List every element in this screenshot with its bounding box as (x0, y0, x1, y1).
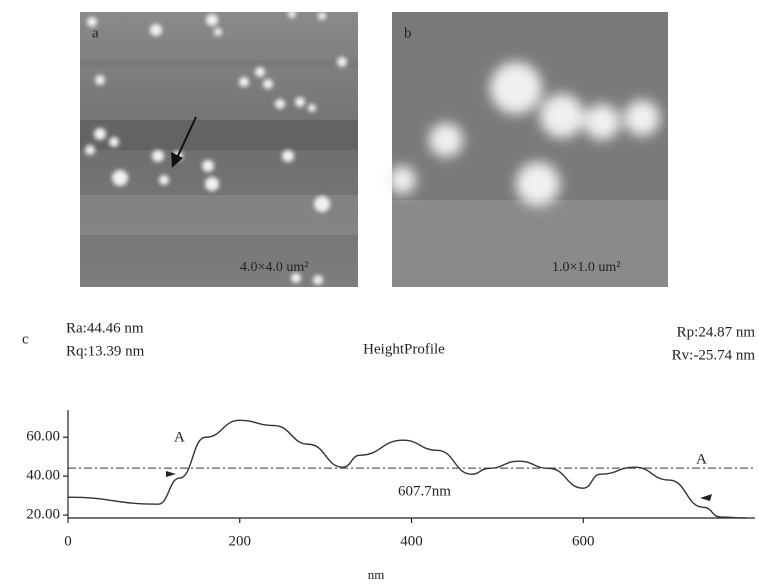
x-tick-label: 200 (229, 533, 252, 549)
chart-title: HeightProfile (363, 341, 445, 357)
x-tick-label: 600 (572, 533, 595, 549)
x-tick-label: 400 (400, 533, 423, 549)
panel-label: c (22, 331, 29, 347)
stat: Ra:44.46 nm (66, 320, 144, 336)
stat: Rp:24.87 nm (677, 324, 756, 340)
y-tick-label: 60.00 (26, 429, 60, 445)
scale-label: 4.0×4.0 um² (240, 260, 308, 275)
scale-label: 1.0×1.0 um² (552, 260, 620, 275)
panel-label: a (92, 25, 99, 41)
cursor-marker (700, 494, 712, 501)
panel-label: b (404, 25, 412, 41)
afm-image-a (80, 10, 358, 287)
y-tick-label: 40.00 (26, 468, 60, 484)
profile-line (68, 420, 746, 518)
cursor-marker (166, 471, 176, 477)
annotation: 607.7nm (398, 483, 451, 499)
annotation: A (696, 451, 707, 467)
y-tick-label: 20.00 (26, 507, 60, 523)
figure: a 4.0×4.0 um² b 1.0×1.0 um² c Ra:44.46 n… (0, 0, 759, 584)
stat: Rv:-25.74 nm (672, 347, 756, 363)
x-axis-label: nm (368, 567, 385, 582)
afm-image-b (388, 12, 668, 287)
x-tick-label: 0 (64, 533, 72, 549)
annotation: A (174, 429, 185, 445)
stat: Rq:13.39 nm (66, 343, 145, 359)
